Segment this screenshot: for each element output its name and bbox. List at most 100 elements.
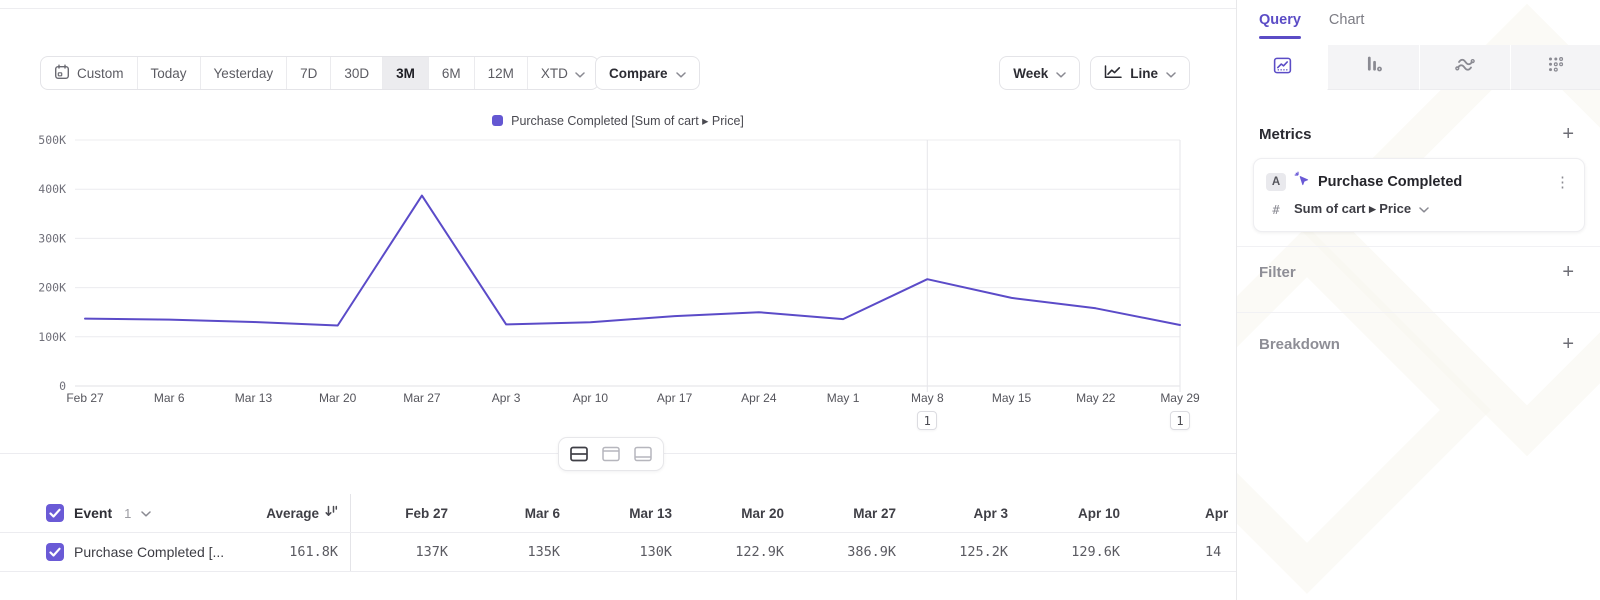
active-tab-underline [1259,36,1301,39]
date-range-custom[interactable]: Custom [41,57,138,89]
date-column-header: Feb 27 [405,505,448,521]
chart-type-button[interactable]: Line [1090,56,1190,90]
svg-text:100K: 100K [38,330,66,344]
add-metric-button[interactable]: + [1562,123,1574,145]
aggregation-selector[interactable]: Sum of cart ▸ Price [1294,201,1412,216]
date-range-today[interactable]: Today [138,57,201,89]
compare-button[interactable]: Compare [595,56,700,90]
granularity-button[interactable]: Week [999,56,1081,90]
svg-text:Mar 13: Mar 13 [235,391,273,405]
table-row[interactable]: Purchase Completed [... 161.8K 137K 135K 1… [0,533,1236,571]
clipped-column-header: Apr [1205,505,1229,521]
svg-text:Mar 20: Mar 20 [319,391,357,405]
metric-card[interactable]: A Purchase Completed ⋮ # Sum of cart ▸ P… [1253,158,1585,232]
row-checkbox[interactable] [46,543,64,561]
svg-text:200K: 200K [38,281,66,295]
svg-text:May 22: May 22 [1076,391,1116,405]
legend-label: Purchase Completed [Sum of cart ▸ Price] [511,114,744,128]
event-column-header: Event [74,505,113,521]
metric-event-name: Purchase Completed [1318,173,1463,190]
calendar-icon [54,64,70,83]
select-all-checkbox[interactable] [46,504,64,522]
query-builder-panel: Query Chart Metrics + A Purchase Complete… [1236,0,1600,600]
svg-text:May 15: May 15 [992,391,1032,405]
retention-icon [1546,55,1566,80]
tab-query[interactable]: Query [1259,12,1301,28]
sort-icon[interactable] [324,504,338,523]
chevron-down-icon [1166,66,1176,81]
svg-text:Mar 27: Mar 27 [403,391,441,405]
date-range-3m[interactable]: 3M [383,57,429,89]
panel-divider [1237,312,1600,313]
chart-type-label: Line [1130,65,1158,81]
report-tab-flows[interactable] [1418,45,1510,90]
cell-value: 122.9K [735,544,784,560]
date-range-yesterday[interactable]: Yesterday [201,57,288,89]
average-column-header: Average [266,505,319,521]
date-range-30d[interactable]: 30D [331,57,384,89]
svg-text:May 1: May 1 [827,391,860,405]
panel-bottom-layout-icon[interactable] [629,442,657,466]
metric-letter-badge: A [1266,172,1286,191]
annotation-badge[interactable]: 1 [917,411,938,430]
report-tab-retention[interactable] [1509,45,1600,90]
panel-top-layout-icon[interactable] [597,442,625,466]
annotation-badge[interactable]: 1 [1170,411,1190,430]
number-aggregation-icon: # [1272,201,1280,217]
chart-legend[interactable]: Purchase Completed [Sum of cart ▸ Price] [0,113,1236,128]
tab-chart[interactable]: Chart [1328,12,1365,28]
date-column-header: Mar 27 [853,505,896,521]
filter-section-header: Filter + [1259,260,1574,284]
table-divider [0,532,1236,533]
average-value: 161.8K [289,544,338,560]
svg-text:Apr 10: Apr 10 [573,391,609,405]
granularity-label: Week [1013,65,1049,81]
date-column-header: Apr 10 [1077,505,1120,521]
kebab-menu-icon[interactable]: ⋮ [1555,173,1570,191]
svg-text:0: 0 [59,379,66,393]
event-count: 1 [124,505,132,521]
metrics-title: Metrics [1259,125,1312,143]
svg-text:300K: 300K [38,231,66,245]
flows-icon [1454,54,1476,80]
add-breakdown-button[interactable]: + [1562,333,1574,355]
event-cursor-icon [1294,171,1310,192]
line-chart-icon [1104,64,1122,82]
funnels-icon [1363,54,1384,80]
svg-text:Feb 27: Feb 27 [66,391,104,405]
compare-label: Compare [609,65,668,81]
table-column-divider [350,494,351,572]
legend-swatch [492,115,504,126]
metrics-section-header: Metrics + [1259,122,1574,146]
series-name: Purchase Completed [... [74,544,225,560]
date-range-7d[interactable]: 7D [287,57,332,89]
chart-area: 500K 400K 300K 200K 100K 0 Feb 27 Mar 6 Mar 13 Ma… [0,130,1236,435]
cell-value: 137K [415,544,448,560]
add-filter-button[interactable]: + [1562,261,1574,283]
panel-divider [1237,246,1600,247]
svg-text:400K: 400K [38,182,66,196]
svg-text:May 8: May 8 [911,391,944,405]
svg-text:Apr 17: Apr 17 [657,391,693,405]
cell-value: 386.9K [847,544,896,560]
report-tab-insights[interactable] [1237,45,1328,90]
layout-toggle-group [558,437,664,471]
svg-text:Mar 6: Mar 6 [154,391,185,405]
chevron-down-icon [1419,200,1429,218]
chevron-down-icon[interactable] [141,504,152,522]
table-header-row: Event 1 Average Feb 27 Mar 6 Mar 13 Mar 20 M… [0,494,1236,532]
panel-tabs: Query Chart [1259,12,1364,28]
date-column-header: Mar 6 [524,505,560,521]
breakdown-section-header: Breakdown + [1259,332,1574,356]
chart-controls: Week Line [999,56,1190,90]
report-tab-funnels[interactable] [1327,45,1419,90]
chevron-down-icon [1056,66,1066,81]
top-divider [0,8,1236,9]
chevron-down-icon [675,66,686,81]
date-range-6m[interactable]: 6M [429,57,475,89]
date-range-12m[interactable]: 12M [475,57,528,89]
split-horizontal-layout-icon[interactable] [565,442,593,466]
svg-text:May 29: May 29 [1160,391,1200,405]
date-range-xtd[interactable]: XTD [528,57,598,89]
